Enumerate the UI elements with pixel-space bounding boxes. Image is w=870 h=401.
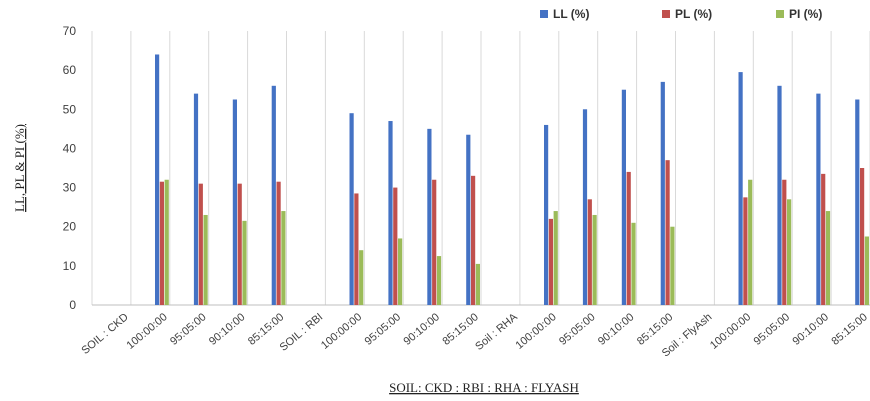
bar [436,256,442,305]
bar [660,81,665,305]
bars [155,54,869,306]
bar [787,199,792,305]
category-labels: SOIL : CKD100:00:0095:05:0090:10:0085:15… [79,311,870,360]
bar [864,236,869,305]
category-label: 90:10:00 [402,311,443,348]
legend-swatch [540,10,548,18]
category-label: 95:05:00 [363,311,404,348]
category-label: 90:10:00 [596,311,637,348]
bar [587,199,592,305]
bar [198,183,203,305]
bar [354,193,359,305]
bar [393,187,398,305]
y-tick-label: 20 [63,220,77,234]
category-label: 100:00:00 [708,311,753,352]
legend-label: LL (%) [553,7,589,21]
bar [821,173,826,305]
bar [232,99,237,305]
bar [237,183,242,305]
y-tick-label: 40 [63,141,77,155]
bar [738,72,743,305]
x-axis-title: SOIL: CKD : RBI : RHA : FLYASH [389,380,579,395]
y-tick-labels: 0 10 20 30 40 50 60 70 [63,24,77,312]
bar [466,134,471,305]
bar [388,121,393,306]
bar [164,179,169,305]
category-label: 100:00:00 [319,311,364,352]
bar [271,85,276,305]
bar [665,160,670,305]
bar [860,168,865,305]
category-label: Soil : RHA [473,311,520,353]
bar [281,211,286,305]
legend: LL (%) PL (%) PI (%) [540,7,822,21]
bar [553,211,558,305]
bar [193,93,199,305]
bar [592,214,597,305]
bar [626,171,631,305]
bar [670,226,675,305]
bar [203,214,208,305]
bar [631,222,636,305]
category-label: 100:00:00 [125,311,170,352]
category-label: 95:05:00 [168,311,209,348]
bar [621,89,626,305]
y-tick-label: 50 [63,102,77,116]
category-label: 95:05:00 [557,311,598,348]
y-axis-title: LL, PL & PI (%) [12,124,27,212]
category-label: 100:00:00 [514,311,559,352]
bar [276,181,281,305]
legend-label: PL (%) [675,7,712,21]
legend-label: PI (%) [789,7,822,21]
bar [349,113,354,305]
category-label: 90:10:00 [791,311,832,348]
bar [359,250,364,305]
bar [159,181,164,305]
grid-lines [91,31,870,306]
category-label: 95:05:00 [752,311,793,348]
bar [155,54,160,305]
bar [777,85,782,305]
legend-swatch [776,10,784,18]
category-label: 85:15:00 [829,311,870,348]
bar [242,220,247,305]
bar [816,93,821,305]
bar [548,218,553,305]
bar [475,263,480,305]
bar [782,179,787,305]
y-tick-label: 60 [63,63,77,77]
category-label: SOIL : CKD [79,311,130,357]
bar [825,211,831,305]
category-label: 90:10:00 [207,311,248,348]
bar [471,175,476,305]
bar [743,197,748,305]
y-tick-label: 70 [63,24,77,38]
y-tick-label: 0 [69,298,76,312]
bar [582,109,588,306]
bar [748,179,753,305]
category-label: SOIL : RBI [278,311,326,354]
bar [427,128,432,305]
bar [432,179,437,305]
y-tick-label: 30 [63,181,77,195]
y-tick-label: 10 [63,259,77,273]
bar [398,238,403,305]
legend-swatch [662,10,670,18]
bar [544,124,549,305]
bar [855,99,860,305]
